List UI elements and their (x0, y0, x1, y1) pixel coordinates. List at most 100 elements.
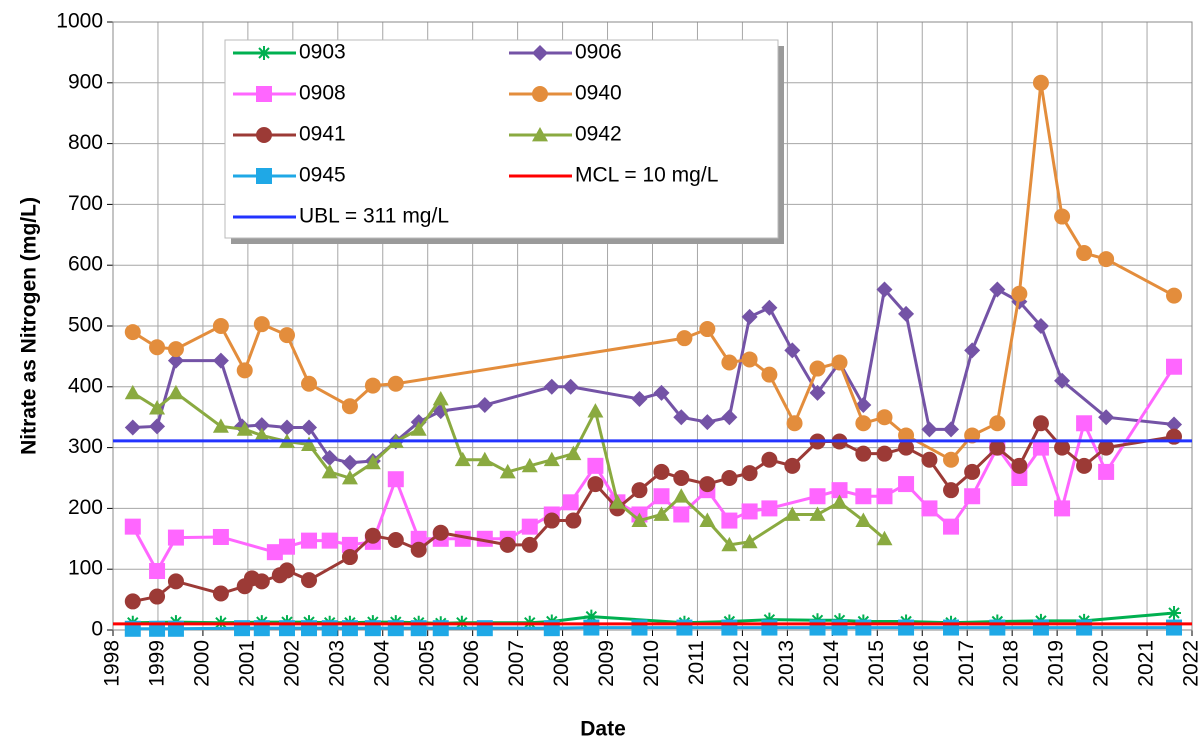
x-tick-label: 2012 (730, 640, 753, 687)
marker (387, 375, 404, 392)
marker (1166, 287, 1183, 304)
marker (699, 321, 716, 338)
x-tick-label: 2013 (775, 640, 798, 687)
legend-label: 0941 (299, 123, 346, 146)
marker (631, 512, 648, 527)
marker (1098, 439, 1115, 456)
legend-marker (257, 46, 271, 60)
marker (721, 512, 738, 529)
marker (1011, 285, 1028, 302)
marker (876, 409, 893, 426)
marker (1032, 439, 1049, 456)
marker (653, 506, 670, 521)
marker (673, 488, 690, 503)
marker (989, 619, 1006, 636)
marker (124, 593, 141, 610)
x-tick-label: 1999 (146, 640, 169, 687)
legend-label: 0906 (575, 41, 622, 64)
x-tick-label: 2010 (640, 640, 663, 687)
marker (1166, 358, 1183, 375)
legend-label: 0940 (575, 82, 622, 105)
marker (236, 362, 253, 379)
y-tick-label: 400 (68, 374, 103, 397)
marker (301, 572, 318, 589)
y-axis-title: Nitrate as Nitrogen (mg/L) (18, 197, 41, 455)
marker (410, 421, 427, 436)
marker (989, 439, 1006, 456)
legend-box (224, 39, 779, 239)
marker (784, 506, 801, 521)
marker (253, 316, 270, 333)
x-tick-label: 2019 (1045, 640, 1068, 687)
marker (855, 415, 872, 432)
marker (721, 470, 738, 486)
marker (364, 527, 381, 544)
marker (741, 533, 758, 549)
marker (761, 619, 778, 636)
marker (876, 530, 893, 546)
marker (1098, 409, 1115, 426)
marker (149, 339, 166, 356)
marker (562, 494, 579, 511)
marker (809, 488, 826, 505)
marker (831, 482, 848, 499)
marker (301, 532, 318, 549)
legend-marker (532, 45, 548, 61)
marker (673, 506, 690, 523)
marker (653, 488, 670, 505)
marker (964, 463, 981, 480)
marker (741, 503, 758, 520)
marker (1032, 415, 1049, 432)
marker (898, 476, 915, 493)
marker (943, 482, 960, 499)
x-tick-label: 2014 (820, 640, 843, 687)
marker (212, 352, 229, 369)
x-tick-label: 2007 (505, 640, 528, 687)
y-tick-label: 500 (68, 314, 103, 337)
marker (562, 378, 579, 395)
marker (212, 585, 229, 602)
legend-marker (256, 86, 272, 102)
x-tick-label: 2016 (910, 640, 933, 687)
marker (278, 327, 295, 344)
x-tick-label: 2011 (685, 640, 708, 685)
marker (1166, 416, 1183, 433)
marker (521, 536, 538, 553)
marker (543, 378, 560, 395)
marker (565, 512, 582, 529)
y-tick-label: 0 (91, 618, 103, 641)
marker (809, 360, 826, 377)
x-axis-title: Date (580, 718, 626, 741)
x-tick-label: 2015 (865, 640, 888, 687)
marker (943, 421, 960, 438)
marker (786, 415, 803, 432)
marker (1167, 605, 1182, 620)
marker (855, 512, 872, 527)
series-line (132, 611, 1175, 625)
marker (1054, 208, 1071, 225)
marker (721, 536, 738, 552)
marker (898, 439, 915, 456)
marker (321, 449, 338, 466)
marker (831, 494, 848, 509)
x-tick-label: 2001 (235, 640, 258, 687)
series-line (132, 286, 1175, 465)
legend-marker (532, 86, 548, 102)
marker (499, 463, 516, 479)
marker (1054, 439, 1071, 456)
marker (831, 354, 848, 371)
marker (253, 427, 270, 442)
marker (784, 342, 801, 359)
marker (387, 532, 404, 549)
marker (301, 419, 318, 436)
marker (584, 609, 599, 624)
marker (609, 494, 626, 509)
marker (1098, 251, 1115, 268)
legend-label: UBL = 311 mg/L (299, 205, 449, 228)
marker (278, 538, 295, 555)
y-tick-label: 700 (68, 192, 103, 215)
x-tick-label: 2020 (1090, 640, 1113, 687)
marker (631, 390, 648, 407)
marker (253, 573, 270, 590)
marker (321, 532, 338, 549)
